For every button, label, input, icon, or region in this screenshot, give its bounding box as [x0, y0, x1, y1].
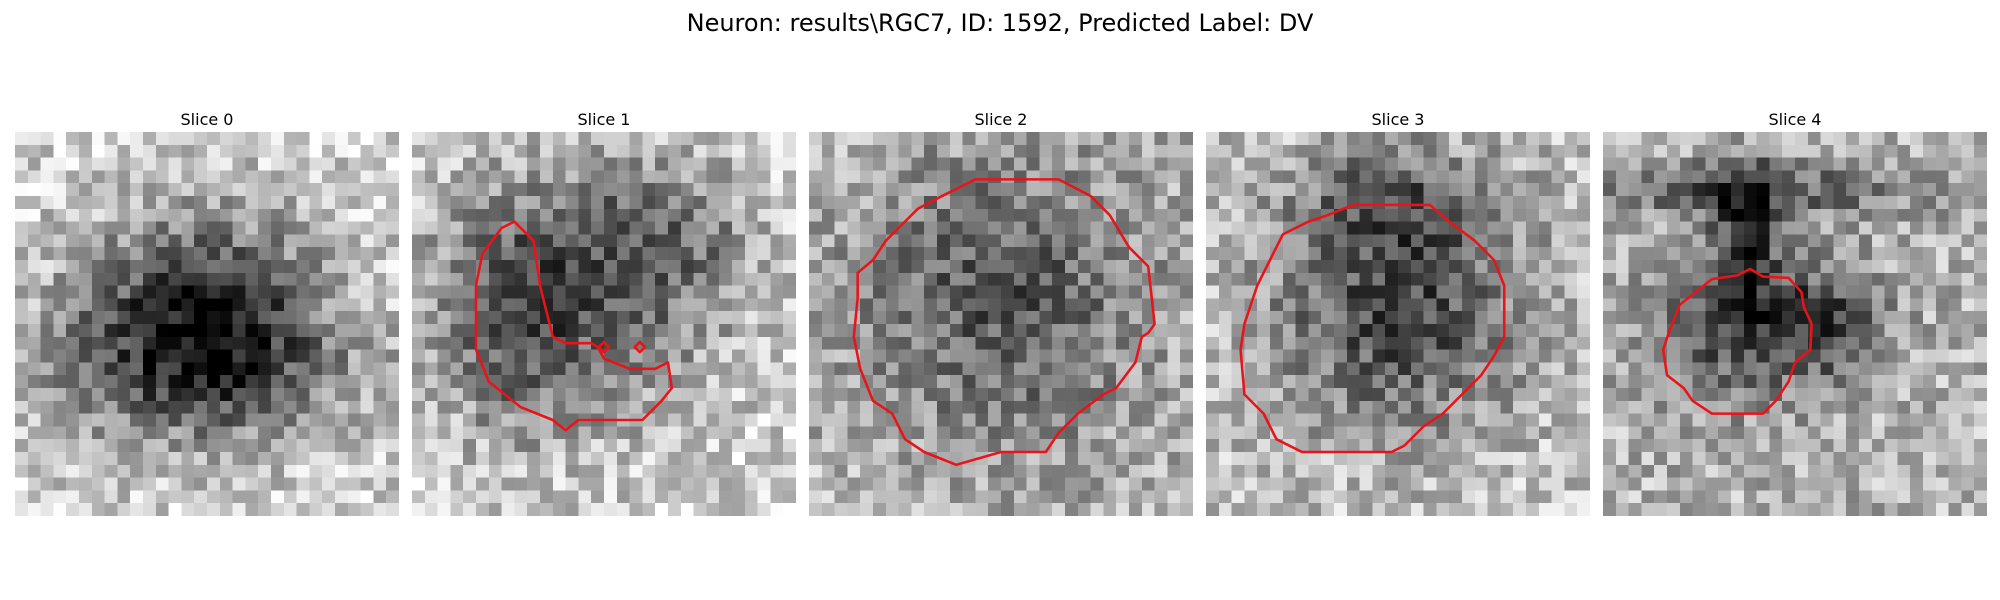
contour-outline-1-0 [474, 220, 674, 432]
slice-image-4 [1603, 132, 1987, 516]
slice-title-3: Slice 3 [1371, 110, 1425, 129]
contour-outline-1-1 [597, 340, 611, 354]
slice-panel-1: Slice 1 [412, 108, 796, 516]
contour-outline-2-0 [852, 178, 1156, 467]
slice-title-4: Slice 4 [1768, 110, 1822, 129]
slice-title-2: Slice 2 [974, 110, 1028, 129]
slice-panel-3: Slice 3 [1206, 108, 1590, 516]
slice-image-2 [809, 132, 1193, 516]
slice-panel-0: Slice 0 [15, 108, 399, 516]
slice-image-1 [412, 132, 796, 516]
slice-panel-2: Slice 2 [809, 108, 1193, 516]
contour-outline-1-2 [633, 340, 647, 354]
figure-title: Neuron: results\RGC7, ID: 1592, Predicte… [686, 9, 1314, 37]
slice-image-0 [15, 132, 399, 516]
contour-outline-4-0 [1661, 267, 1813, 415]
slice-image-3 [1206, 132, 1590, 516]
contour-outline-3-0 [1239, 203, 1506, 454]
slice-title-0: Slice 0 [180, 110, 234, 129]
slice-panel-4: Slice 4 [1603, 108, 1987, 516]
slice-title-1: Slice 1 [577, 110, 631, 129]
